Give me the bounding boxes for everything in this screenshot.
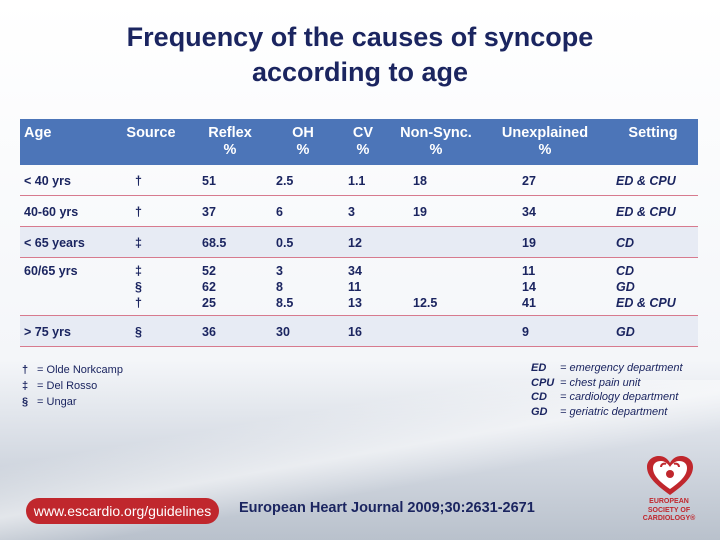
cell-reflex: 36	[190, 315, 268, 347]
legend-item: CPU = chest pain unit	[531, 376, 641, 389]
table-row: > 75 yrs § 36 30 16 9 GD	[20, 315, 698, 347]
cell-oh: 6	[268, 195, 336, 227]
header-source: Source	[110, 119, 190, 165]
cell-source: †	[110, 195, 190, 227]
table-row: 60/65 yrs ‡ § † 52 62 25 3 8 8.5 34 11 1…	[20, 257, 698, 316]
legend-item: † = Olde Norkcamp	[22, 364, 123, 376]
cell-cv: 12	[336, 226, 388, 258]
cell-non-sync	[388, 226, 482, 258]
cell-non-sync	[388, 315, 482, 347]
cell-setting: CD GD ED & CPU	[606, 257, 698, 316]
cell-reflex: 37	[190, 195, 268, 227]
cell-unexplained: 19	[482, 226, 606, 258]
table-row: 40-60 yrs † 37 6 3 19 34 ED & CPU	[20, 195, 698, 227]
esc-logo-text: EUROPEAN SOCIETY OF CARDIOLOGY®	[642, 498, 696, 522]
cell-age: < 40 yrs	[20, 165, 110, 196]
cell-oh: 30	[268, 315, 336, 347]
cell-age: > 75 yrs	[20, 315, 110, 347]
header-oh: OH%	[268, 119, 336, 165]
table-row: < 40 yrs † 51 2.5 1.1 18 27 ED & CPU	[20, 165, 698, 196]
cell-setting: CD	[606, 226, 698, 258]
setting-legend: ED = emergency department CPU = chest pain…	[531, 361, 683, 419]
legend-item: ‡ = Del Rosso	[22, 380, 98, 392]
source-legend: † = Olde Norkcamp ‡ = Del Rosso § = Unga…	[22, 362, 123, 410]
cell-non-sync: 18	[388, 165, 482, 196]
journal-citation: European Heart Journal 2009;30:2631-2671	[239, 500, 535, 516]
header-age: Age	[20, 119, 110, 165]
cell-non-sync: 12.5	[388, 257, 482, 316]
legend-item: GD = geriatric department	[531, 405, 668, 418]
cell-setting: GD	[606, 315, 698, 347]
cell-reflex: 68.5	[190, 226, 268, 258]
esc-heart-logo-icon	[647, 456, 693, 495]
table-header-row: Age Source Reflex% OH% CV% Non-Sync.% Un…	[20, 119, 698, 165]
header-setting: Setting	[606, 119, 698, 165]
cell-unexplained: 34	[482, 195, 606, 227]
cell-unexplained: 11 14 41	[482, 257, 606, 316]
legend-item: § = Ungar	[22, 396, 77, 408]
title-line-2: according to age	[251, 57, 469, 87]
cell-source: ‡	[110, 226, 190, 258]
cell-cv: 34 11 13	[336, 257, 388, 316]
cell-cv: 3	[336, 195, 388, 227]
cell-source: ‡ § †	[110, 257, 190, 316]
header-non-sync: Non-Sync.%	[388, 119, 482, 165]
cell-cv: 1.1	[336, 165, 388, 196]
guidelines-link[interactable]: www.escardio.org/guidelines	[26, 498, 219, 524]
cell-age: 60/65 yrs	[20, 257, 110, 316]
cell-oh: 3 8 8.5	[268, 257, 336, 316]
syncope-frequency-table: Age Source Reflex% OH% CV% Non-Sync.% Un…	[20, 119, 698, 347]
cell-reflex: 52 62 25	[190, 257, 268, 316]
cell-unexplained: 9	[482, 315, 606, 347]
header-cv: CV%	[336, 119, 388, 165]
legend-item: CD = cardiology department	[531, 391, 679, 403]
cell-age: 40-60 yrs	[20, 195, 110, 227]
cell-non-sync: 19	[388, 195, 482, 227]
title-line-1: Frequency of the causes of syncope	[126, 22, 594, 52]
cell-unexplained: 27	[482, 165, 606, 196]
cell-source: §	[110, 315, 190, 347]
cell-reflex: 51	[190, 165, 268, 196]
header-unexplained: Unexplained%	[482, 119, 606, 165]
cell-cv: 16	[336, 315, 388, 347]
table-row: < 65 years ‡ 68.5 0.5 12 19 CD	[20, 226, 698, 258]
cell-age: < 65 years	[20, 226, 110, 258]
cell-source: †	[110, 165, 190, 196]
cell-oh: 2.5	[268, 165, 336, 196]
slide-title: Frequency of the causes of syncope accor…	[0, 20, 720, 90]
legend-item: ED = emergency department	[531, 362, 683, 374]
cell-oh: 0.5	[268, 226, 336, 258]
cell-setting: ED & CPU	[606, 165, 698, 196]
header-reflex: Reflex%	[190, 119, 268, 165]
cell-setting: ED & CPU	[606, 195, 698, 227]
